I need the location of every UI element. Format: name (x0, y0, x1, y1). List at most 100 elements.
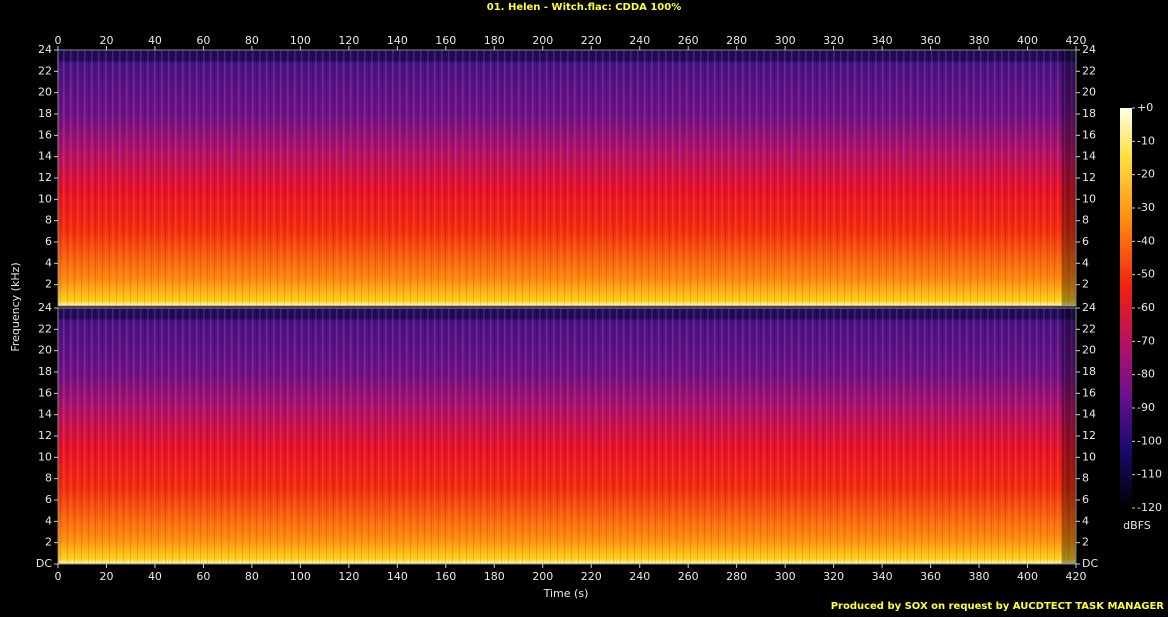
x-tick-label: 160 (435, 34, 456, 47)
y-tick-label: 16 (38, 128, 52, 141)
y-tick-label: 12 (38, 171, 52, 184)
y-tick-label: 20 (1082, 344, 1096, 357)
x-tick-label: 160 (435, 570, 456, 583)
y-tick-label: 22 (38, 64, 52, 77)
y-tick-label: 16 (1082, 386, 1096, 399)
y-tick-label: 12 (1082, 429, 1096, 442)
x-tick-label: 280 (726, 34, 747, 47)
x-tick-label: 20 (99, 34, 113, 47)
colorbar-tick-label: -50 (1137, 268, 1155, 281)
x-tick-label: 380 (969, 570, 990, 583)
x-tick-label: 200 (532, 570, 553, 583)
y-tick-label: 8 (45, 214, 52, 227)
y-tick-label: 12 (38, 429, 52, 442)
x-tick-label: 320 (823, 34, 844, 47)
colorbar-tick-label: -40 (1137, 234, 1155, 247)
y-tick-label: 4 (1082, 514, 1089, 527)
y-tick-label: 10 (38, 450, 52, 463)
x-tick-label: 60 (196, 570, 210, 583)
colorbar-tick-label: -10 (1137, 134, 1155, 147)
y-tick-label: 22 (1082, 322, 1096, 335)
y-tick-label: DC (1082, 557, 1098, 570)
y-tick-label: 10 (1082, 450, 1096, 463)
y-tick-label: 24 (38, 301, 52, 314)
colorbar-tick-label: -80 (1137, 368, 1155, 381)
y-tick-label: 16 (1082, 128, 1096, 141)
x-tick-label: 140 (387, 34, 408, 47)
y-tick-label: 4 (45, 256, 52, 269)
y-tick-label: 18 (1082, 107, 1096, 120)
y-tick-label: 16 (38, 386, 52, 399)
y-tick-label: 2 (1082, 536, 1089, 549)
x-tick-label: 300 (775, 34, 796, 47)
x-tick-label: 260 (678, 570, 699, 583)
y-tick-label: 6 (45, 235, 52, 248)
colorbar-tick-label: -90 (1137, 401, 1155, 414)
spectrogram-texture (58, 50, 1076, 306)
y-axis-label: Frequency (kHz) (9, 262, 22, 351)
colorbar-tick-label: -70 (1137, 334, 1155, 347)
chart-title: 01. Helen - Witch.flac: CDDA 100% (487, 2, 682, 13)
x-tick-label: 40 (148, 570, 162, 583)
y-tick-label: 20 (38, 86, 52, 99)
y-tick-label: 24 (1082, 301, 1096, 314)
y-tick-label: 18 (1082, 365, 1096, 378)
spectrogram-fade (1062, 308, 1076, 564)
y-tick-label: 6 (1082, 493, 1089, 506)
y-tick-label: 8 (1082, 472, 1089, 485)
footer: Produced by SOX on request by AUCDTECT T… (831, 601, 1165, 612)
y-tick-label: 18 (38, 107, 52, 120)
x-tick-label: 420 (1066, 570, 1087, 583)
x-tick-label: 380 (969, 34, 990, 47)
colorbar (1120, 108, 1132, 508)
x-tick-label: 140 (387, 570, 408, 583)
spectrogram-fade (1062, 50, 1076, 306)
y-tick-label: 22 (1082, 64, 1096, 77)
x-tick-label: 400 (1017, 570, 1038, 583)
x-tick-label: 40 (148, 34, 162, 47)
x-tick-label: 320 (823, 570, 844, 583)
y-tick-label: 8 (45, 472, 52, 485)
colorbar-tick-label: -20 (1137, 168, 1155, 181)
x-tick-label: 400 (1017, 34, 1038, 47)
x-tick-label: 340 (872, 34, 893, 47)
y-tick-label: 14 (38, 408, 52, 421)
x-tick-label: 0 (55, 570, 62, 583)
spectrogram-texture (58, 308, 1076, 564)
x-tick-label: 300 (775, 570, 796, 583)
x-tick-label: 0 (55, 34, 62, 47)
x-tick-label: 220 (581, 34, 602, 47)
x-tick-label: 240 (629, 34, 650, 47)
y-tick-label: 24 (38, 43, 52, 56)
y-tick-label: 4 (45, 514, 52, 527)
colorbar-tick-label: -120 (1137, 501, 1162, 514)
x-tick-label: 200 (532, 34, 553, 47)
y-tick-label: 24 (1082, 43, 1096, 56)
colorbar-tick-label: -110 (1137, 468, 1162, 481)
x-axis-label: Time (s) (543, 587, 589, 600)
y-tick-label: 20 (38, 344, 52, 357)
x-tick-label: 280 (726, 570, 747, 583)
y-tick-label: 18 (38, 365, 52, 378)
y-tick-label: 8 (1082, 214, 1089, 227)
colorbar-tick-label: +0 (1137, 101, 1153, 114)
y-tick-label: 6 (1082, 235, 1089, 248)
y-tick-label: 20 (1082, 86, 1096, 99)
colorbar-label: dBFS (1123, 519, 1151, 532)
y-tick-label: DC (36, 557, 52, 570)
x-tick-label: 80 (245, 34, 259, 47)
x-tick-label: 180 (484, 570, 505, 583)
x-tick-label: 360 (920, 570, 941, 583)
y-tick-label: 14 (1082, 150, 1096, 163)
x-tick-label: 340 (872, 570, 893, 583)
x-tick-label: 220 (581, 570, 602, 583)
y-tick-label: 2 (1082, 278, 1089, 291)
x-tick-label: 420 (1066, 34, 1087, 47)
x-tick-label: 80 (245, 570, 259, 583)
y-tick-label: 14 (38, 150, 52, 163)
x-tick-label: 360 (920, 34, 941, 47)
y-tick-label: 4 (1082, 256, 1089, 269)
colorbar-tick-label: -30 (1137, 201, 1155, 214)
x-tick-label: 100 (290, 570, 311, 583)
